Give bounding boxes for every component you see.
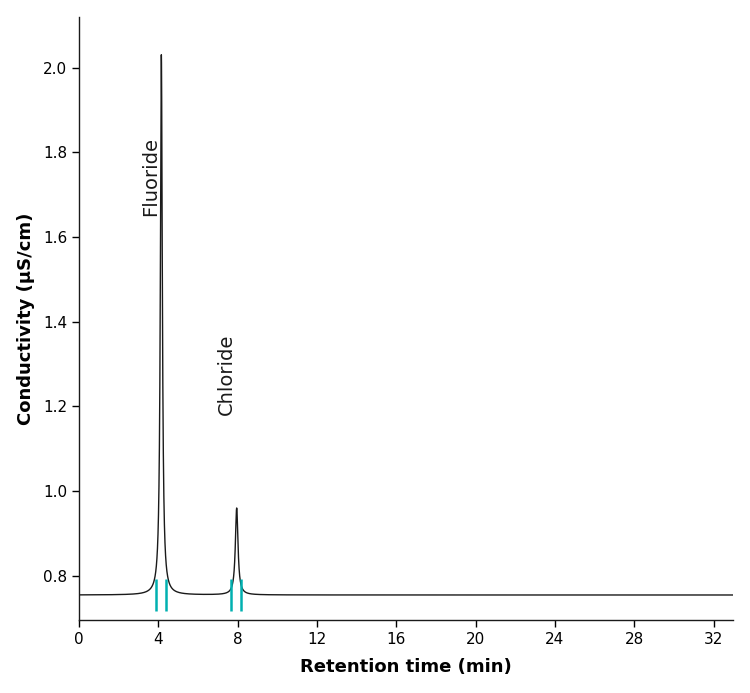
Text: Chloride: Chloride	[217, 333, 236, 415]
Text: Fluoride: Fluoride	[141, 137, 160, 216]
Y-axis label: Conductivity (μS/cm): Conductivity (μS/cm)	[16, 212, 34, 425]
X-axis label: Retention time (min): Retention time (min)	[300, 658, 512, 676]
